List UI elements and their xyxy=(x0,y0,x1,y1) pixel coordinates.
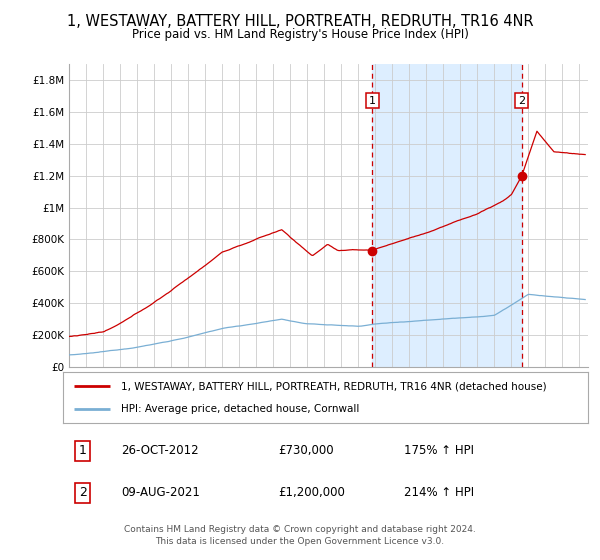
Text: 1: 1 xyxy=(79,444,86,458)
Text: £1,200,000: £1,200,000 xyxy=(278,487,345,500)
Text: 2: 2 xyxy=(518,96,526,106)
Text: 2: 2 xyxy=(79,487,86,500)
Bar xyxy=(372,64,522,367)
Text: Contains HM Land Registry data © Crown copyright and database right 2024.
This d: Contains HM Land Registry data © Crown c… xyxy=(124,525,476,546)
Text: 214% ↑ HPI: 214% ↑ HPI xyxy=(404,487,475,500)
Text: Price paid vs. HM Land Registry's House Price Index (HPI): Price paid vs. HM Land Registry's House … xyxy=(131,28,469,41)
Text: £730,000: £730,000 xyxy=(278,444,334,458)
Text: 1, WESTAWAY, BATTERY HILL, PORTREATH, REDRUTH, TR16 4NR: 1, WESTAWAY, BATTERY HILL, PORTREATH, RE… xyxy=(67,14,533,29)
Text: 1, WESTAWAY, BATTERY HILL, PORTREATH, REDRUTH, TR16 4NR (detached house): 1, WESTAWAY, BATTERY HILL, PORTREATH, RE… xyxy=(121,381,547,391)
Text: 26-OCT-2012: 26-OCT-2012 xyxy=(121,444,199,458)
Text: HPI: Average price, detached house, Cornwall: HPI: Average price, detached house, Corn… xyxy=(121,404,359,414)
Text: 1: 1 xyxy=(369,96,376,106)
Text: 175% ↑ HPI: 175% ↑ HPI xyxy=(404,444,474,458)
Text: 09-AUG-2021: 09-AUG-2021 xyxy=(121,487,200,500)
